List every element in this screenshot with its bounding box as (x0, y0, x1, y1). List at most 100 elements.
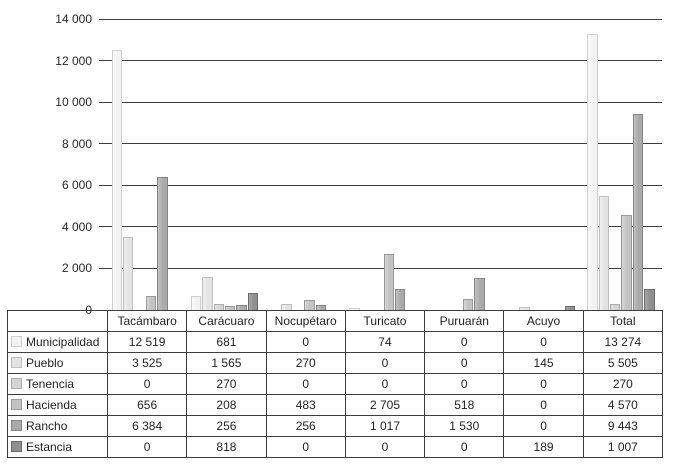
y-axis-tick-label: 0 (85, 303, 92, 317)
y-axis-tick-label: 4 000 (61, 219, 92, 234)
value-cell-estancia-acuyo: 189 (503, 436, 584, 458)
table-header-row: Tacámbaro Carácuaro Nocupétaro Turicato Puru… (7, 310, 663, 332)
bar-pueblo-tacámbaro (122, 236, 134, 310)
legend-swatch-hacienda (11, 399, 22, 410)
value-cell-pueblo-carácuaro: 1 565 (186, 352, 267, 374)
table-row-pueblo: Pueblo 3 525 1 565 270 0 0 145 5 505 (7, 352, 663, 374)
value-cell-rancho-puruarán: 1 530 (424, 415, 505, 437)
value-cell-municipalidad-nocupétaro: 0 (265, 331, 346, 353)
value-cell-hacienda-nocupétaro: 483 (265, 394, 346, 416)
value-cell-pueblo-nocupétaro: 270 (265, 352, 346, 374)
value-cell-tenencia-turicato: 0 (344, 373, 426, 395)
legend-swatch-pueblo (11, 357, 22, 368)
series-label-cell: Rancho (7, 415, 108, 437)
bar-rancho-puruarán (474, 278, 485, 310)
bar-rancho-nocupétaro (315, 304, 327, 310)
y-axis-tick-label: 10 000 (55, 95, 92, 110)
bar-rancho-total (632, 113, 644, 310)
value-cell-pueblo-turicato: 0 (344, 352, 426, 374)
gridline (99, 226, 662, 228)
value-cell-estancia-puruarán: 0 (424, 436, 505, 458)
data-table: Tacámbaro Carácuaro Nocupétaro Turicato Puru… (7, 310, 663, 458)
gridline (99, 143, 662, 145)
value-cell-pueblo-acuyo: 145 (503, 352, 584, 374)
plot-area: 0 2 000 4 000 6 000 8 000 10 000 12 000 14 000 (55, 12, 662, 317)
category-header-puruarán: Puruarán (424, 310, 505, 332)
value-cell-estancia-turicato: 0 (344, 436, 426, 458)
series-label-cell: Municipalidad (7, 331, 108, 353)
bar-municipalidad-total (587, 34, 598, 310)
bar-estancia-acuyo (564, 306, 576, 310)
category-header-acuyo: Acuyo (503, 310, 584, 332)
gridline (99, 184, 662, 186)
gridline (99, 18, 662, 20)
value-cell-tenencia-total: 270 (582, 373, 663, 395)
value-cell-rancho-acuyo: 0 (503, 415, 584, 437)
value-cell-rancho-tacámbaro: 6 384 (106, 415, 188, 437)
table-row-rancho: Rancho 6 384 256 256 1 017 1 530 0 9 443 (7, 415, 663, 437)
value-cell-municipalidad-tacámbaro: 12 519 (106, 331, 188, 353)
bar-rancho-carácuaro (236, 304, 247, 310)
series-label-cell: Hacienda (7, 394, 108, 416)
bar-hacienda-carácuaro (224, 305, 236, 310)
bar-municipalidad-carácuaro (190, 295, 202, 310)
series-label-cell: Tenencia (7, 373, 108, 395)
bar-hacienda-puruarán (462, 299, 474, 310)
y-axis-tick-label: 12 000 (55, 53, 92, 68)
table-corner-blank (7, 310, 108, 332)
value-cell-hacienda-total: 4 570 (582, 394, 663, 416)
gridline (99, 60, 662, 62)
gridline (99, 101, 662, 103)
legend-swatch-tenencia (11, 378, 22, 389)
bar-rancho-tacámbaro (157, 177, 168, 310)
value-cell-municipalidad-turicato: 74 (344, 331, 426, 353)
value-cell-estancia-total: 1 007 (582, 436, 663, 458)
value-cell-rancho-total: 9 443 (582, 415, 663, 437)
bar-estancia-total (644, 289, 655, 310)
value-cell-hacienda-acuyo: 0 (503, 394, 584, 416)
value-cell-pueblo-tacámbaro: 3 525 (106, 352, 188, 374)
series-label-cell: Pueblo (7, 352, 108, 374)
legend-swatch-estancia (11, 441, 22, 452)
bar-rancho-turicato (394, 288, 406, 310)
bar-estancia-carácuaro (247, 292, 259, 310)
value-cell-tenencia-acuyo: 0 (503, 373, 584, 395)
value-cell-municipalidad-puruarán: 0 (424, 331, 505, 353)
value-cell-estancia-nocupétaro: 0 (265, 436, 346, 458)
value-cell-estancia-carácuaro: 818 (186, 436, 267, 458)
value-cell-rancho-nocupétaro: 256 (265, 415, 346, 437)
value-cell-municipalidad-carácuaro: 681 (186, 331, 267, 353)
bar-pueblo-acuyo (519, 306, 530, 310)
bar-hacienda-turicato (383, 253, 394, 310)
y-axis-tick-label: 2 000 (61, 261, 92, 276)
value-cell-hacienda-puruarán: 518 (424, 394, 505, 416)
value-cell-hacienda-tacámbaro: 656 (106, 394, 188, 416)
bar-hacienda-tacámbaro (145, 296, 157, 310)
category-header-carácuaro: Carácuaro (186, 310, 267, 332)
category-header-turicato: Turicato (344, 310, 426, 332)
table-row-hacienda: Hacienda 656 208 483 2 705 518 0 4 570 (7, 394, 663, 416)
value-cell-hacienda-carácuaro: 208 (186, 394, 267, 416)
bar-pueblo-carácuaro (202, 277, 213, 310)
legend-swatch-municipalidad (11, 336, 22, 347)
category-header-total: Total (582, 310, 663, 332)
table-row-municipalidad: Municipalidad 12 519 681 0 74 0 0 13 274 (7, 331, 663, 353)
bar-tenencia-total (609, 304, 621, 310)
bar-hacienda-total (621, 215, 632, 310)
gridline (99, 267, 662, 269)
bar-municipalidad-turicato (349, 308, 360, 310)
value-cell-tenencia-carácuaro: 270 (186, 373, 267, 395)
value-cell-municipalidad-acuyo: 0 (503, 331, 584, 353)
value-cell-tenencia-nocupétaro: 0 (265, 373, 346, 395)
value-cell-tenencia-puruarán: 0 (424, 373, 505, 395)
table-row-estancia: Estancia 0 818 0 0 0 189 1 007 (7, 436, 663, 458)
value-cell-hacienda-turicato: 2 705 (344, 394, 426, 416)
value-cell-estancia-tacámbaro: 0 (106, 436, 188, 458)
value-cell-municipalidad-total: 13 274 (582, 331, 663, 353)
value-cell-pueblo-total: 5 505 (582, 352, 663, 374)
table-row-tenencia: Tenencia 0 270 0 0 0 0 270 (7, 373, 663, 395)
bar-pueblo-total (598, 195, 610, 310)
legend-swatch-rancho (11, 420, 22, 431)
value-cell-rancho-turicato: 1 017 (344, 415, 426, 437)
